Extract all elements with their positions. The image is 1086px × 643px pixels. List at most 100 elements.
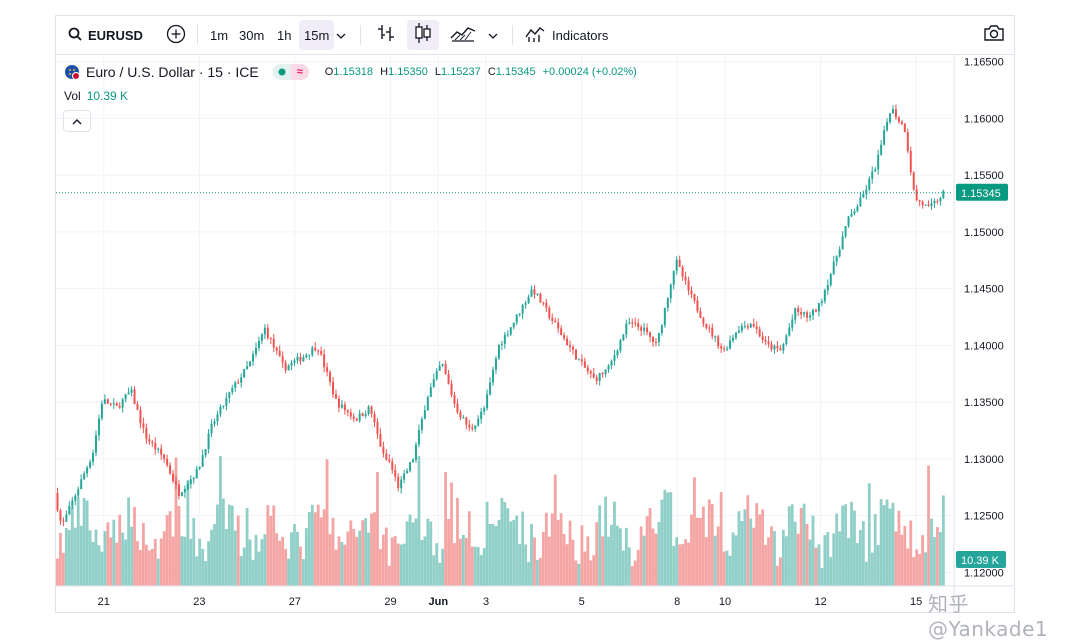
candle-body [936, 200, 939, 202]
timeframe-15m[interactable]: 15m [299, 20, 335, 50]
candle-body [154, 442, 157, 450]
candle-body [758, 329, 761, 337]
candle-body [468, 424, 471, 428]
candle-style-icon [414, 22, 432, 49]
timeframe-menu-button[interactable] [330, 20, 352, 50]
candle-body [216, 414, 219, 422]
volume-bar [121, 532, 125, 586]
volume-bar [112, 519, 116, 586]
indicators-icon [525, 25, 545, 46]
add-symbol-button[interactable] [164, 20, 188, 50]
candle-body [334, 394, 337, 399]
candle-body [619, 340, 622, 351]
candle-body [743, 326, 746, 328]
candle-body [806, 312, 809, 318]
candle-body [157, 448, 160, 450]
volume-bar [681, 544, 685, 586]
volume-bar [936, 527, 939, 586]
snapshot-button[interactable] [978, 20, 1010, 50]
candle-body [222, 405, 225, 407]
candle-body [862, 194, 865, 198]
volume-bar [290, 532, 293, 586]
area-style-button[interactable] [446, 20, 480, 50]
volume-bar [577, 563, 581, 586]
volume-bar [325, 459, 329, 586]
price-tick-label: 1.14500 [964, 284, 1004, 296]
time-tick-label: 8 [674, 596, 680, 608]
candle-style-button[interactable] [407, 20, 439, 50]
candle-body [68, 505, 71, 515]
volume-bar [719, 492, 723, 586]
candle-body [189, 479, 192, 485]
volume-bar [337, 536, 341, 586]
volume-bar [118, 514, 122, 586]
candle-body [720, 346, 723, 349]
candle-body [545, 302, 548, 308]
candle-body [337, 398, 340, 408]
price-chart[interactable]: 1.16500 1.16000 1.15500 1.15000 1.14500 1.140… [56, 16, 1014, 612]
volume-bar [835, 513, 839, 586]
symbol-search-button[interactable]: EURUSD [68, 20, 143, 50]
candle-body [886, 121, 889, 131]
watermark: 知乎 @Yankade1 [928, 592, 1049, 641]
bar-style-button[interactable] [370, 20, 402, 50]
volume-bar [527, 562, 530, 586]
candle-body [746, 326, 749, 328]
candle-body [823, 290, 826, 302]
candle-body [883, 130, 886, 145]
candle-body [663, 307, 666, 326]
volume-bar [704, 537, 708, 586]
candle-body [915, 189, 918, 201]
volume-bar [139, 550, 142, 586]
candle-body [447, 373, 450, 384]
volume-bar [752, 527, 756, 586]
candle-body [696, 300, 699, 312]
volume-bar [500, 497, 504, 586]
volume-bar [838, 531, 842, 586]
candle-body [874, 169, 877, 172]
market-status-icon [272, 64, 291, 80]
candle-body [219, 406, 222, 415]
chart-type-menu-button[interactable] [482, 20, 504, 50]
volume-bar [607, 536, 610, 586]
volume-bar [891, 502, 895, 586]
candle-body [835, 256, 838, 262]
volume-bar [230, 505, 234, 586]
candle-body [551, 317, 554, 321]
candle-body [897, 117, 900, 122]
volume-bar [310, 504, 314, 586]
candle-body [800, 312, 803, 315]
volume-bar [473, 546, 477, 586]
top-toolbar: EURUSD 1m 30m 1h 15m [56, 16, 1014, 55]
volume-bar [832, 533, 836, 586]
indicators-button[interactable]: Indicators [520, 20, 613, 50]
volume-bar [864, 561, 868, 586]
volume-bar [488, 523, 492, 586]
candle-body [373, 414, 376, 423]
candle-body [580, 359, 583, 362]
timeframe-1m[interactable]: 1m [210, 27, 229, 43]
candle-body [275, 347, 278, 351]
volume-bar [583, 551, 587, 586]
timeframe-1h[interactable]: 1h [277, 27, 292, 43]
timeframe-30m[interactable]: 30m [239, 27, 265, 43]
volume-bar [219, 456, 222, 586]
volume-bar [725, 550, 729, 586]
volume-bar [236, 515, 240, 586]
collapse-legend-button[interactable] [63, 110, 91, 132]
candle-body [198, 466, 201, 469]
candle-body [83, 473, 86, 480]
price-tick-label: 1.12000 [964, 567, 1004, 579]
volume-bar [598, 505, 602, 586]
volume-bar [941, 495, 945, 586]
volume-bar [334, 549, 338, 586]
volume-bar [435, 543, 439, 586]
candle-body [74, 495, 77, 501]
price-tick-label: 1.15000 [964, 227, 1004, 239]
candle-body [714, 336, 717, 338]
volume-bar [879, 499, 883, 586]
volume-bar [299, 546, 302, 586]
volume-bar [180, 536, 184, 586]
visibility-toggles[interactable]: ≈ [272, 64, 309, 80]
volume-bar [441, 548, 445, 586]
